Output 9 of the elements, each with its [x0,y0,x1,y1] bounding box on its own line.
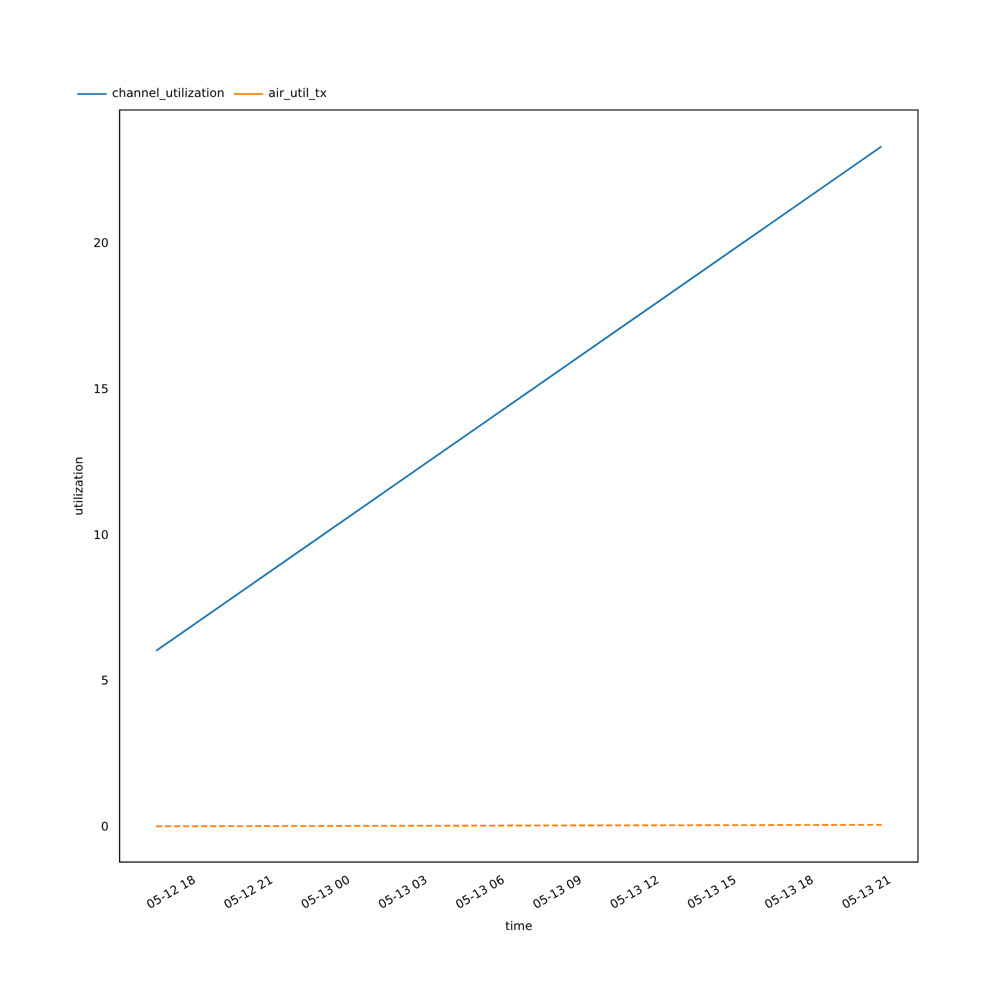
y-tick-label: 5 [101,674,109,688]
legend-label: air_util_tx [268,86,327,100]
legend-label: channel_utilization [112,86,224,100]
y-tick-label: 0 [101,819,109,834]
y-axis-title: utilization [71,456,86,516]
y-tick-label: 15 [93,382,109,396]
x-axis-title: time [505,918,532,933]
y-tick-label: 10 [93,528,109,542]
y-tick-label: 20 [93,236,109,250]
